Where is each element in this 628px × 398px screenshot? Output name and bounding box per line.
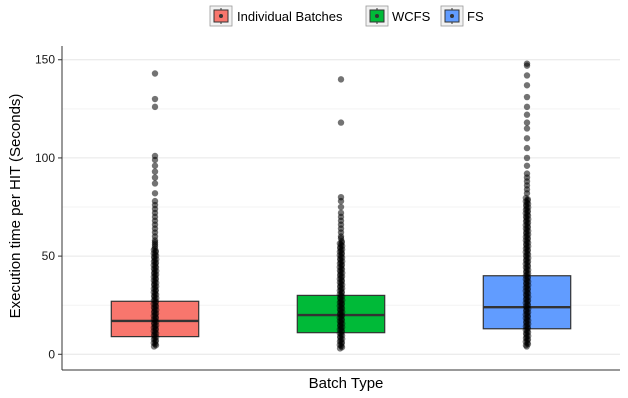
outlier-point [337, 119, 345, 126]
outlier-point [523, 60, 531, 67]
outlier-point [523, 125, 531, 132]
outlier-point [523, 135, 531, 142]
outlier-point [151, 152, 159, 160]
outlier-point [523, 144, 531, 152]
legend: Individual Batches WCFS FS [209, 5, 484, 27]
y-tick-label: 150 [35, 53, 55, 67]
legend-label-fs: FS [467, 9, 484, 24]
outlier-point [151, 162, 159, 169]
outlier-point [523, 93, 531, 101]
axes: 0 50 100 150 [35, 46, 620, 371]
outlier-point [151, 95, 159, 103]
outlier-point [523, 103, 531, 111]
outlier-point [523, 119, 531, 126]
outlier-point [523, 162, 531, 169]
outlier-point [337, 203, 345, 211]
outlier-point [151, 103, 159, 111]
x-axis-title: Batch Type [309, 375, 384, 392]
outlier-point [151, 168, 159, 175]
outlier-point [151, 180, 159, 187]
outlier-point [151, 70, 159, 77]
y-axis-title: Execution time per HIT (Seconds) [7, 94, 24, 319]
y-tick-label: 0 [48, 347, 55, 361]
outlier-point [337, 76, 345, 83]
legend-label-wcfs: WCFS [392, 9, 431, 24]
outlier-point [151, 190, 159, 197]
outlier-point [523, 82, 531, 89]
outlier-point [523, 72, 531, 79]
outlier-point [337, 209, 345, 217]
outlier-point [523, 111, 531, 118]
y-tick-label: 50 [42, 249, 56, 263]
outlier-points [150, 60, 532, 352]
outlier-point [151, 174, 159, 181]
outlier-point [337, 194, 345, 201]
y-tick-label: 100 [35, 151, 55, 165]
outlier-point [523, 154, 531, 162]
outlier-point [151, 197, 159, 205]
outlier-point [523, 170, 531, 177]
legend-label-individual-batches: Individual Batches [237, 9, 343, 24]
